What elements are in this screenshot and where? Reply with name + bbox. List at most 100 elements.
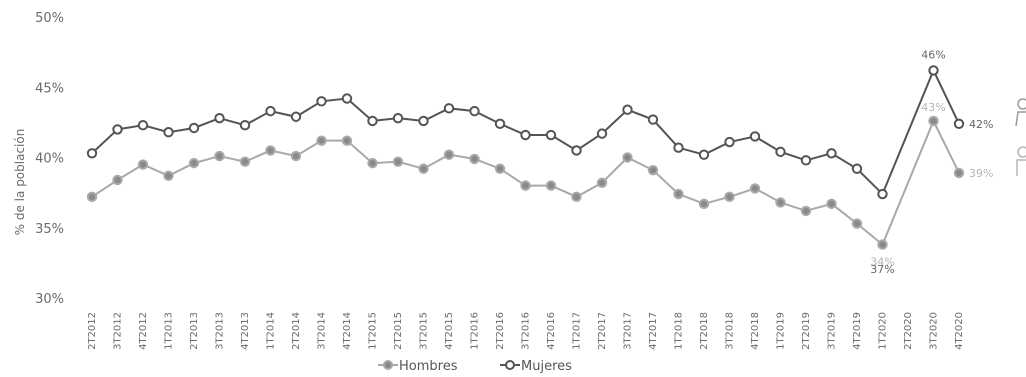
x-tick-label: 1T2019 [776, 312, 787, 350]
data-point-hombres[interactable] [418, 163, 429, 174]
x-tick-label: 2T2020 [903, 312, 914, 350]
y-tick-label: 50% [35, 11, 64, 26]
data-point-mujeres[interactable] [469, 105, 480, 117]
data-point-hombres[interactable] [494, 163, 506, 174]
legend-item-hombres[interactable]: Hombres [378, 359, 458, 374]
data-point-mujeres[interactable] [622, 104, 633, 115]
x-tick-label: 1T2018 [674, 312, 685, 350]
data-point-mujeres[interactable] [290, 111, 302, 122]
x-tick-label: 3T2018 [725, 312, 736, 350]
x-tick-label: 1T2014 [266, 312, 277, 350]
data-point-hombres[interactable] [341, 135, 353, 146]
x-tick-label: 4T2020 [954, 312, 965, 350]
data-point-mujeres[interactable] [188, 122, 200, 134]
data-point-mujeres[interactable] [647, 114, 659, 125]
data-point-mujeres[interactable] [749, 131, 761, 142]
x-tick-label: 4T2013 [240, 312, 251, 350]
data-point-hombres[interactable] [800, 205, 812, 217]
data-point-mujeres[interactable] [418, 115, 429, 127]
data-point-hombres[interactable] [367, 157, 378, 169]
data-point-hombres[interactable] [673, 188, 684, 200]
data-point-mujeres[interactable] [953, 118, 965, 129]
y-tick-label: 40% [35, 152, 64, 167]
data-point-hombres[interactable] [316, 135, 327, 146]
x-tick-label: 4T2017 [648, 312, 659, 350]
y-axis-label: % de la población [13, 129, 27, 236]
data-point-hombres[interactable] [877, 239, 888, 250]
x-tick-label: 1T2016 [470, 312, 481, 350]
data-point-mujeres[interactable] [214, 112, 225, 124]
data-point-mujeres[interactable] [316, 96, 327, 107]
data-point-hombres[interactable] [214, 150, 225, 162]
data-point-hombres[interactable] [188, 157, 200, 169]
data-point-hombres[interactable] [596, 177, 608, 188]
data-point-mujeres[interactable] [673, 142, 684, 153]
data-point-hombres[interactable] [851, 218, 863, 229]
data-point-mujeres[interactable] [520, 129, 531, 141]
male-person-icon [1016, 146, 1026, 176]
data-point-mujeres[interactable] [137, 119, 149, 131]
data-point-mujeres[interactable] [494, 118, 506, 129]
data-point-mujeres[interactable] [571, 145, 582, 156]
x-tick-label: 2T2015 [393, 312, 404, 350]
data-point-mujeres[interactable] [775, 146, 786, 158]
data-point-hombres[interactable] [290, 150, 302, 162]
data-point-hombres[interactable] [953, 167, 965, 179]
data-point-hombres[interactable] [443, 149, 455, 160]
x-tick-label: 4T2015 [444, 312, 455, 350]
data-point-mujeres[interactable] [877, 188, 888, 200]
x-tick-label: 2T2013 [189, 312, 200, 350]
data-point-hombres[interactable] [112, 174, 123, 186]
data-point-hombres[interactable] [239, 156, 251, 167]
data-point-mujeres[interactable] [800, 155, 812, 166]
data-point-mujeres[interactable] [443, 103, 455, 114]
data-point-hombres[interactable] [928, 115, 939, 127]
data-point-mujeres[interactable] [698, 149, 710, 160]
data-point-mujeres[interactable] [928, 65, 939, 76]
data-point-mujeres[interactable] [367, 115, 378, 127]
data-point-hombres[interactable] [826, 198, 837, 210]
x-tick-label: 4T2019 [852, 312, 863, 350]
data-point-hombres[interactable] [86, 191, 98, 203]
data-point-hombres[interactable] [392, 156, 404, 167]
data-point-hombres[interactable] [571, 191, 582, 203]
legend-marker-swatch [383, 360, 393, 370]
legend-item-mujeres[interactable]: Mujeres [500, 359, 572, 374]
data-point-mujeres[interactable] [596, 128, 608, 139]
x-tick-label: 4T2012 [138, 312, 149, 350]
data-point-mujeres[interactable] [392, 112, 404, 124]
y-axis: 30% 35% 40% 45% 50% [35, 11, 64, 307]
data-point-mujeres[interactable] [86, 148, 98, 159]
data-point-hombres[interactable] [698, 198, 710, 210]
data-point-hombres[interactable] [137, 159, 149, 170]
x-tick-label: 1T2015 [368, 312, 379, 350]
data-point-hombres[interactable] [647, 164, 659, 176]
data-point-hombres[interactable] [622, 152, 633, 163]
data-point-hombres[interactable] [469, 153, 480, 165]
x-tick-label: 3T2014 [317, 312, 328, 350]
data-point-mujeres[interactable] [724, 136, 735, 148]
data-point-hombres[interactable] [775, 197, 786, 208]
data-point-hombres[interactable] [520, 180, 531, 191]
legend[interactable]: Hombres Mujeres [378, 359, 572, 374]
x-tick-label: 4T2018 [750, 312, 761, 350]
data-label-hombres: 39% [969, 167, 993, 180]
data-point-mujeres[interactable] [341, 93, 353, 104]
series-markers [86, 65, 965, 250]
data-point-mujeres[interactable] [112, 124, 123, 135]
data-point-mujeres[interactable] [826, 148, 837, 159]
data-point-hombres[interactable] [749, 183, 761, 194]
data-point-mujeres[interactable] [163, 127, 174, 138]
data-point-hombres[interactable] [724, 191, 735, 203]
series-lines [91, 67, 960, 247]
data-point-mujeres[interactable] [851, 163, 863, 174]
data-point-hombres[interactable] [545, 180, 557, 191]
data-point-mujeres[interactable] [265, 105, 276, 117]
data-point-mujeres[interactable] [239, 119, 251, 131]
x-tick-label: 4T2014 [342, 312, 353, 350]
x-tick-label: 3T2013 [215, 312, 226, 350]
data-point-hombres[interactable] [163, 170, 174, 181]
data-point-hombres[interactable] [265, 145, 276, 156]
data-point-mujeres[interactable] [545, 129, 557, 141]
